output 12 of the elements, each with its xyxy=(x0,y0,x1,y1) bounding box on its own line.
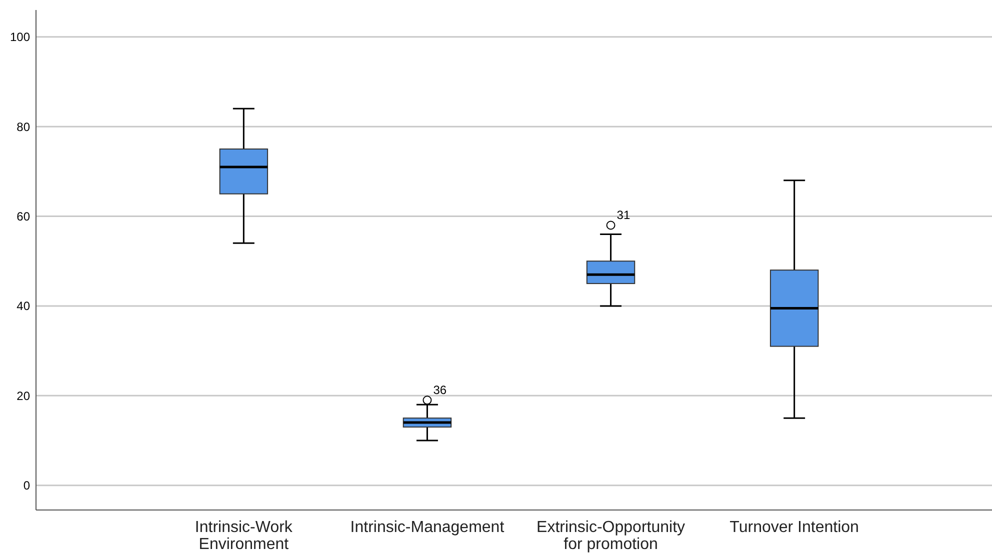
x-tick-label: Turnover Intention xyxy=(730,519,859,536)
y-tick-label: 60 xyxy=(16,209,30,224)
x-tick-label: Intrinsic-Management xyxy=(350,519,505,536)
annotation: 36 xyxy=(433,383,447,398)
y-tick-label: 0 xyxy=(23,478,30,493)
y-tick-label: 100 xyxy=(10,30,30,44)
x-tick-label: Intrinsic-Work Environment xyxy=(194,519,294,553)
annotation: 31 xyxy=(616,208,630,222)
x-tick-label: Extrinsic-Opportunity for promotion xyxy=(536,519,686,553)
y-tick-label: 20 xyxy=(16,388,30,403)
y-tick-label: 40 xyxy=(16,299,30,314)
y-tick-label: 80 xyxy=(16,120,30,134)
